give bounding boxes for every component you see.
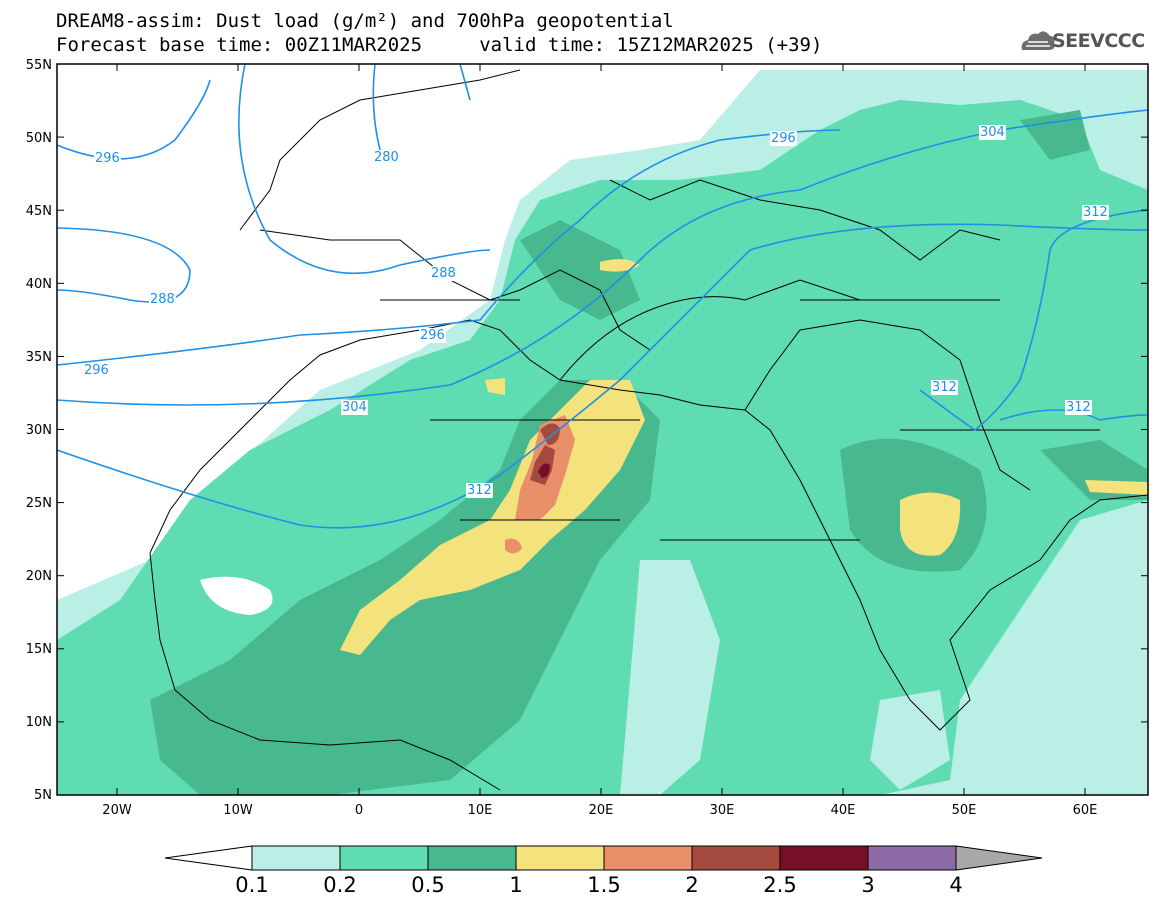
contour-label-bg bbox=[149, 292, 176, 307]
colorbar-segment bbox=[867, 845, 957, 871]
contour-label-bg bbox=[419, 328, 446, 343]
contour-label: 312 bbox=[1083, 205, 1108, 220]
contour-labels: 296 280 296 304 288 288 296 296 304 312 … bbox=[83, 125, 1109, 498]
lat-label: 25N bbox=[26, 496, 52, 511]
lat-label: 50N bbox=[26, 131, 52, 146]
lon-label: 30E bbox=[710, 803, 735, 818]
contour-label-bg bbox=[979, 125, 1006, 140]
contour-label: 296 bbox=[771, 131, 796, 146]
contour-label-bg bbox=[430, 266, 457, 281]
contour-label-bg bbox=[770, 131, 797, 146]
contour-label-bg bbox=[931, 380, 958, 395]
contour-label-bg bbox=[341, 400, 368, 415]
colorbar-segment bbox=[691, 845, 781, 871]
lat-label: 55N bbox=[26, 58, 52, 73]
colorbar-label: 1 bbox=[509, 873, 522, 897]
contour-label: 312 bbox=[467, 483, 492, 498]
colorbar-segment bbox=[779, 845, 869, 871]
contour-label-bg bbox=[94, 151, 121, 166]
contour-label: 280 bbox=[374, 150, 399, 165]
lat-label: 10N bbox=[26, 715, 52, 730]
lon-label: 0 bbox=[355, 803, 363, 818]
colorbar-segment bbox=[427, 845, 517, 871]
contour-label: 296 bbox=[95, 151, 120, 166]
colorbar-label: 1.5 bbox=[587, 873, 620, 897]
colorbar-label: 3 bbox=[861, 873, 874, 897]
contour-label-bg bbox=[1065, 400, 1092, 415]
contour-label: 288 bbox=[431, 266, 456, 281]
contour-label: 304 bbox=[342, 400, 367, 415]
contour-label: 288 bbox=[150, 292, 175, 307]
colorbar-label: 0.2 bbox=[323, 873, 356, 897]
lon-label: 20E bbox=[589, 803, 614, 818]
forecast-time-subtitle: Forecast base time: 00Z11MAR2025 valid t… bbox=[56, 34, 823, 56]
colorbar: 0.1 0.2 0.5 1 1.5 2 2.5 3 4 bbox=[164, 845, 1043, 897]
lon-label: 40E bbox=[831, 803, 856, 818]
colorbar-label: 0.5 bbox=[411, 873, 444, 897]
colorbar-label: 2.5 bbox=[763, 873, 796, 897]
logo-text: SEEVCCC bbox=[1052, 30, 1145, 52]
contour-label: 296 bbox=[84, 363, 109, 378]
colorbar-label: 0.1 bbox=[235, 873, 268, 897]
longitude-labels: 20W 10W 0 10E 20E 30E 40E 50E 60E bbox=[102, 803, 1097, 818]
contour-label: 312 bbox=[1066, 400, 1091, 415]
lat-label: 45N bbox=[26, 204, 52, 219]
contour-label: 304 bbox=[980, 125, 1005, 140]
colorbar-segment bbox=[339, 845, 429, 871]
contour-label: 312 bbox=[932, 380, 957, 395]
cloud-logo-icon bbox=[1021, 31, 1055, 50]
lon-label: 50E bbox=[952, 803, 977, 818]
axis-ticks bbox=[57, 63, 1148, 796]
lat-label: 30N bbox=[26, 423, 52, 438]
colorbar-segment bbox=[515, 845, 605, 871]
lat-label: 40N bbox=[26, 277, 52, 292]
lon-label: 10W bbox=[223, 803, 253, 818]
lon-label: 20W bbox=[102, 803, 132, 818]
colorbar-label: 4 bbox=[949, 873, 962, 897]
contour-label: 296 bbox=[420, 328, 445, 343]
lon-label: 10E bbox=[468, 803, 493, 818]
geopotential-contours bbox=[57, 64, 1148, 529]
colorbar-underflow-triangle bbox=[164, 845, 253, 871]
lon-label: 60E bbox=[1073, 803, 1098, 818]
lat-label: 5N bbox=[34, 788, 52, 803]
contour-label-bg bbox=[83, 363, 110, 378]
lat-label: 15N bbox=[26, 642, 52, 657]
map-title: DREAM8-assim: Dust load (g/m²) and 700hP… bbox=[56, 10, 674, 32]
lat-label: 20N bbox=[26, 569, 52, 584]
dust-field bbox=[57, 64, 1148, 795]
colorbar-overflow-triangle bbox=[955, 845, 1043, 871]
colorbar-label: 2 bbox=[685, 873, 698, 897]
colorbar-segment bbox=[251, 845, 341, 871]
contour-label-bg bbox=[1082, 205, 1109, 220]
colorbar-segment bbox=[603, 845, 693, 871]
lat-label: 35N bbox=[26, 350, 52, 365]
latitude-labels: 55N 50N 45N 40N 35N 30N 25N 20N 15N 10N … bbox=[26, 58, 52, 803]
contour-label-bg bbox=[373, 150, 400, 165]
contour-label-bg bbox=[466, 483, 493, 498]
